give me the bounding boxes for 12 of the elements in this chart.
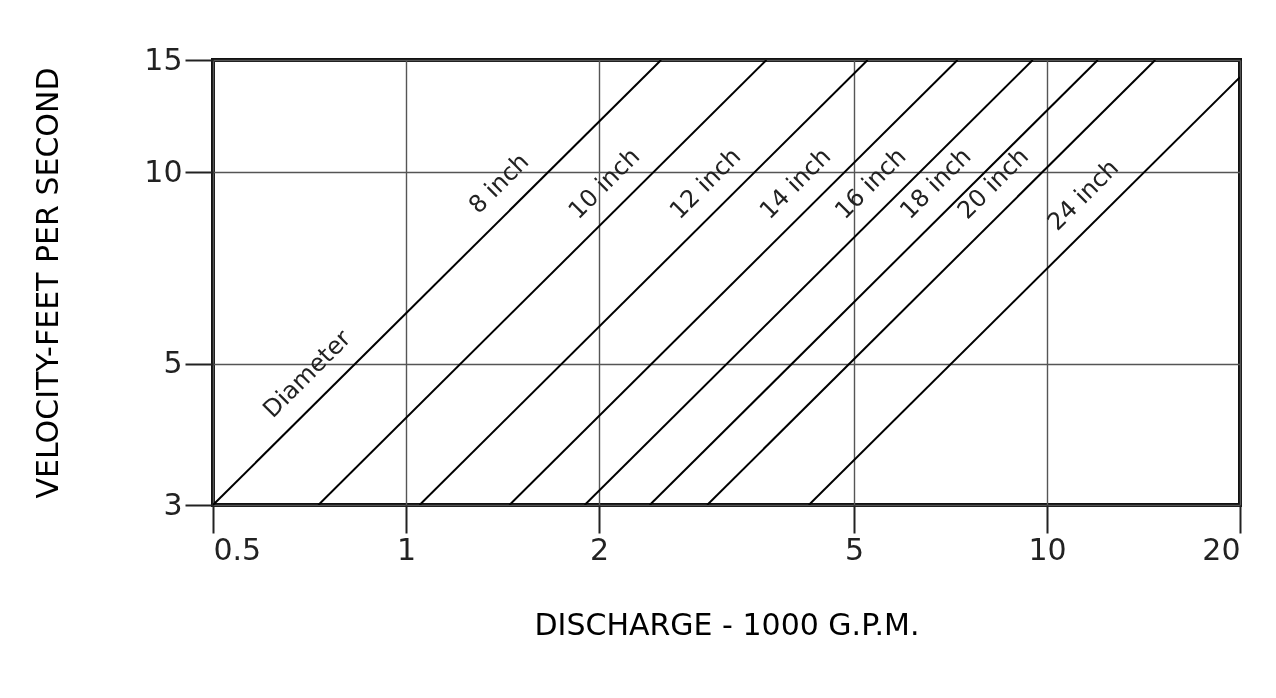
y-tick-label: 3	[163, 486, 183, 522]
y-tick-label: 10	[144, 153, 183, 189]
x-tick-label: 0.5	[213, 531, 262, 567]
x-tick-label: 5	[845, 531, 865, 567]
y-tick-label: 15	[144, 41, 183, 77]
x-tick-label: 2	[589, 531, 609, 567]
x-tick-label: 20	[1202, 531, 1241, 567]
y-axis-title: VELOCITY-FEET PER SECOND	[30, 67, 66, 499]
x-tick-label: 10	[1028, 531, 1067, 567]
x-tick-label: 1	[396, 531, 417, 567]
x-axis-title: DISCHARGE - 1000 G.P.M.	[534, 606, 920, 642]
y-tick-label: 5	[163, 345, 183, 381]
